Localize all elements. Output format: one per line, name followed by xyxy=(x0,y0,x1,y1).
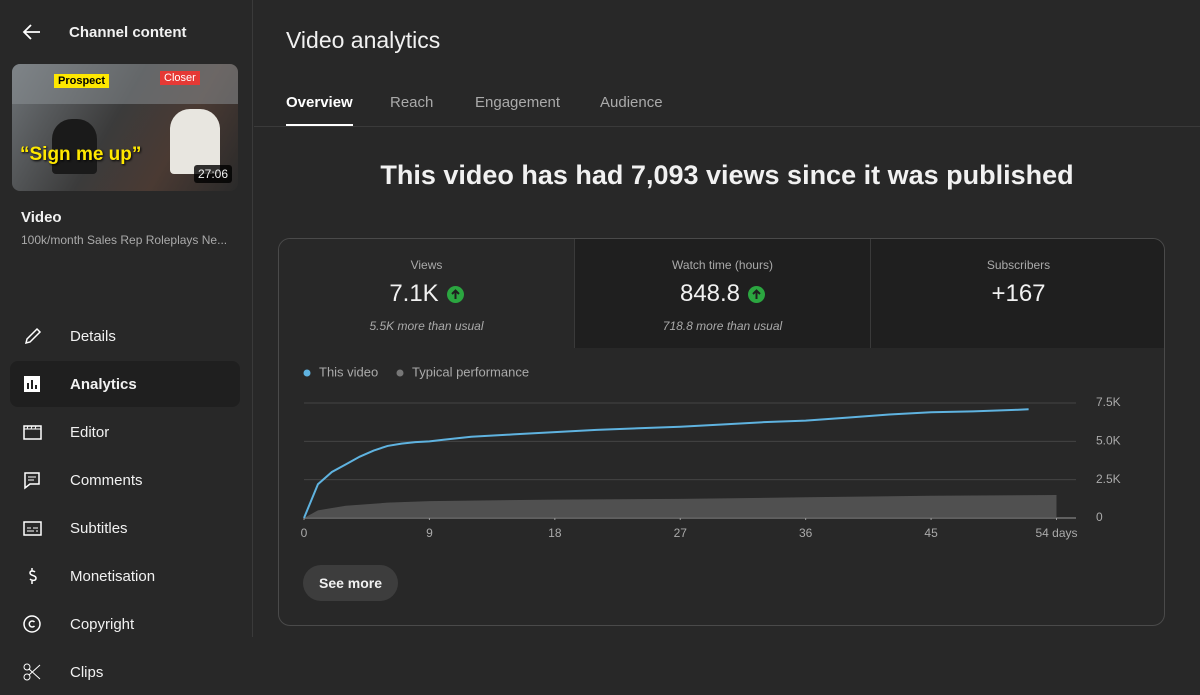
tab[interactable]: Audience xyxy=(600,94,663,111)
area xyxy=(304,495,1057,518)
metric-label: Subscribers xyxy=(986,258,1051,272)
nav-icon xyxy=(24,376,40,392)
thumb-caption: “Sign me up” xyxy=(20,144,142,165)
thumb-tag: Closer xyxy=(160,71,200,85)
metric-value-row: +167 xyxy=(871,280,1164,308)
metric-value-row: 7.1K xyxy=(279,280,574,308)
legend-label: Typical performance xyxy=(412,364,529,379)
tab-divider xyxy=(254,126,1200,127)
y-tick-label: 7.5K xyxy=(1096,395,1121,409)
nav-item[interactable]: Details xyxy=(10,313,240,359)
nav-label: Monetisation xyxy=(70,567,156,585)
video-title: 100k/month Sales Rep Roleplays Ne... xyxy=(21,233,228,247)
nav-label: Clips xyxy=(70,663,104,681)
duration: 27:06 xyxy=(193,165,232,183)
nav-icon xyxy=(23,615,41,633)
metric-card[interactable]: Watch time (hours) 848.8 718.8 more than u… xyxy=(575,239,871,348)
x-tick-label: 36 xyxy=(799,526,813,540)
nav-label: Subtitles xyxy=(70,519,128,537)
nav-item[interactable]: Copyright xyxy=(10,601,240,647)
trend-up-icon xyxy=(748,285,766,303)
nav-icon xyxy=(24,472,40,490)
tab[interactable]: Reach xyxy=(390,94,434,111)
nav-item[interactable]: Clips xyxy=(10,649,240,695)
nav-item[interactable]: Subtitles xyxy=(10,505,240,551)
x-tick-label: 0 xyxy=(301,526,308,540)
metric-label: Views xyxy=(410,258,443,272)
nav-item[interactable]: Comments xyxy=(10,457,240,503)
thumbnail[interactable]: Prospect Closer “Sign me up” 27:06 xyxy=(12,64,238,191)
nav-icon xyxy=(23,521,42,536)
metric-note: 718.8 more than usual xyxy=(662,319,783,333)
thumb-tag: Prospect xyxy=(54,74,110,88)
x-tick-label: 54 days xyxy=(1035,526,1077,540)
nav-label: Details xyxy=(70,327,116,345)
nav-icon xyxy=(29,568,37,584)
x-tick-label: 27 xyxy=(674,526,688,540)
video-label: Video xyxy=(21,209,62,226)
trend-up-icon xyxy=(446,285,464,303)
legend-marker xyxy=(303,369,311,377)
metric-value-row: 848.8 xyxy=(575,280,870,308)
metric-label: Watch time (hours) xyxy=(672,258,773,272)
nav-icon xyxy=(24,327,42,345)
see-more-button[interactable]: See more xyxy=(303,565,399,601)
legend-label: This video xyxy=(319,364,378,379)
nav-icon xyxy=(23,663,41,681)
tab[interactable]: Overview xyxy=(286,94,353,126)
y-tick-label: 5.0K xyxy=(1096,434,1121,448)
tab[interactable]: Engagement xyxy=(475,94,561,111)
page-title: Video analytics xyxy=(286,27,441,53)
nav-item[interactable]: Analytics xyxy=(10,361,240,407)
y-tick-label: 2.5K xyxy=(1096,472,1121,486)
nav-label: Copyright xyxy=(70,615,135,633)
metric-value: +167 xyxy=(991,280,1046,307)
nav-icon xyxy=(23,425,42,440)
sidebar: Channel content Prospect Closer “Sign me… xyxy=(0,0,253,681)
nav-label: Comments xyxy=(70,471,143,489)
line xyxy=(303,408,1029,519)
legend-marker xyxy=(396,369,404,377)
back-title: Channel content xyxy=(69,24,187,41)
chart: 0 2.5K 5.0K 7.5K 0 9 18 27 36 45 54 days This video… xyxy=(301,364,1121,540)
x-tick-label: 9 xyxy=(426,526,433,540)
nav-label: Analytics xyxy=(70,375,137,393)
metric-value: 7.1K xyxy=(389,280,439,307)
x-tick-label: 45 xyxy=(924,526,938,540)
metric-value: 848.8 xyxy=(679,280,741,307)
metric-card[interactable]: Views 7.1K 5.5K more than usual xyxy=(279,239,575,348)
headline: This video has had 7,093 views since it … xyxy=(380,160,1074,190)
nav-item[interactable]: Editor xyxy=(10,409,240,455)
nav-item[interactable]: Monetisation xyxy=(10,553,240,599)
analytics-card: Views 7.1K 5.5K more than usual Watch time … xyxy=(278,238,1165,626)
y-tick-label: 0 xyxy=(1096,510,1103,524)
metric-card[interactable]: Subscribers +167 xyxy=(871,239,1164,348)
x-tick-label: 18 xyxy=(548,526,562,540)
metric-note: 5.5K more than usual xyxy=(369,319,484,333)
back-arrow[interactable] xyxy=(22,22,42,42)
page: Channel content Prospect Closer “Sign me… xyxy=(0,0,1200,681)
tab-underline xyxy=(286,124,353,126)
nav-label: Editor xyxy=(70,423,110,441)
